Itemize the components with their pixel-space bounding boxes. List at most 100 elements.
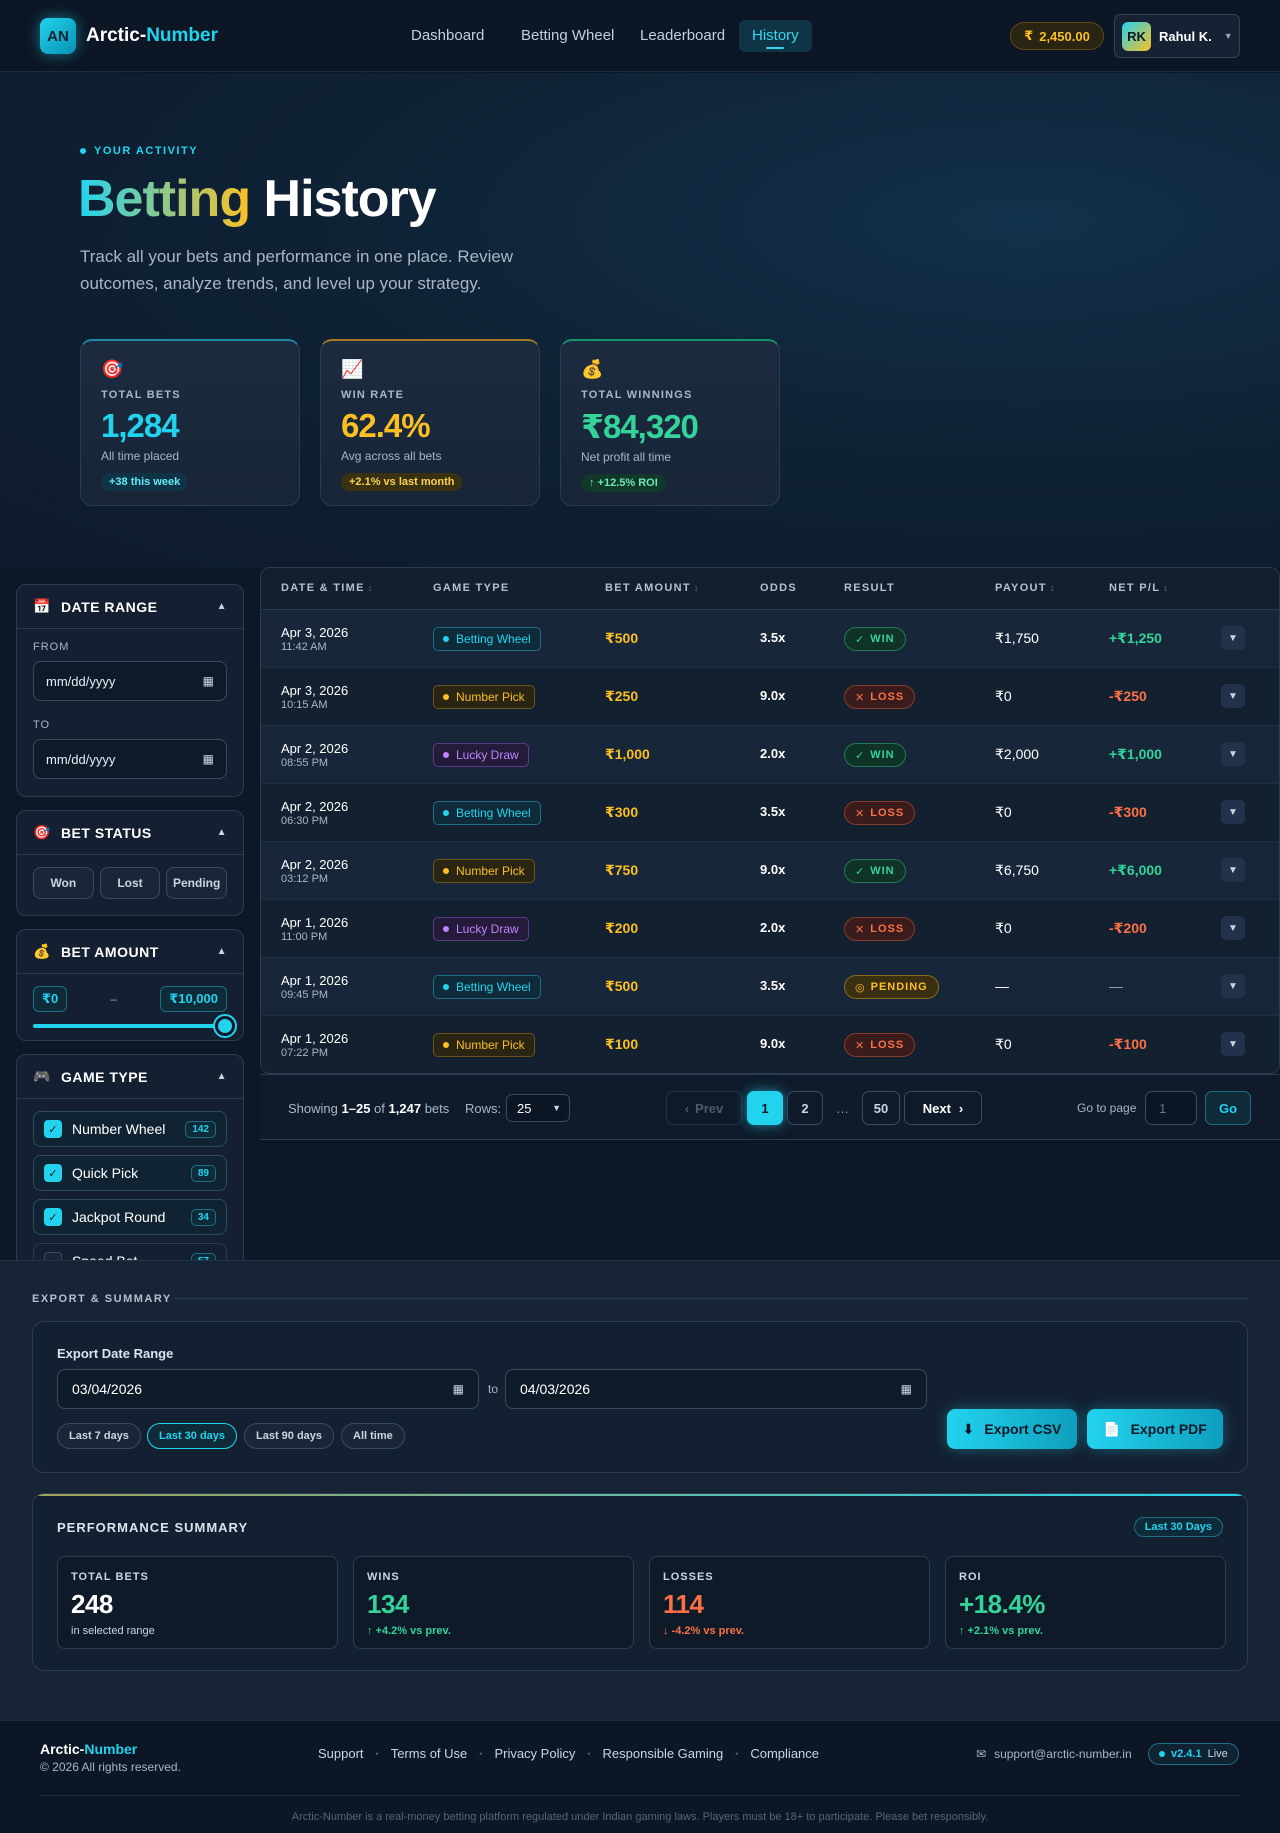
quick-range-all-time[interactable]: All time xyxy=(341,1423,405,1449)
chevron-down-icon[interactable]: ▼ xyxy=(1221,626,1245,650)
chevron-down-icon[interactable]: ▼ xyxy=(1221,684,1245,708)
status-lost-button[interactable]: Lost xyxy=(99,867,161,899)
page-button-2[interactable]: 2 xyxy=(787,1091,823,1125)
go-button[interactable]: Go xyxy=(1205,1091,1251,1125)
calendar-icon: 📅 xyxy=(33,598,51,614)
game-type-option[interactable]: ✓ Quick Pick 89 xyxy=(33,1155,227,1191)
chevron-down-icon[interactable]: ▼ xyxy=(1221,916,1245,940)
chevron-down-icon[interactable]: ▼ xyxy=(1221,1032,1245,1056)
filter-header[interactable]: 💰 BET AMOUNT ▲ xyxy=(17,930,243,974)
amount-max[interactable]: ₹10,000 xyxy=(160,986,227,1012)
footer-link-compliance[interactable]: Compliance xyxy=(750,1746,820,1761)
bet-amount: ₹1,000 xyxy=(605,746,650,762)
column-header-bet[interactable]: BET AMOUNT ↕ xyxy=(605,582,700,594)
filter-header[interactable]: 📅 DATE RANGE ▲ xyxy=(17,585,243,629)
table-row[interactable]: Apr 2, 2026 06:30 PM Betting Wheel ₹300 3.5x… xyxy=(261,784,1279,842)
sort-icon[interactable]: ↕ xyxy=(693,583,700,593)
game-type-text: Lucky Draw xyxy=(456,748,519,762)
footer-brand[interactable]: Arctic-Number xyxy=(40,1741,137,1757)
amount-slider[interactable] xyxy=(33,1016,235,1036)
export-from-date-input[interactable]: 03/04/2026 ▦ xyxy=(57,1369,479,1409)
payout-amount: ₹0 xyxy=(995,688,1012,704)
table-row[interactable]: Apr 2, 2026 08:55 PM Lucky Draw ₹1,000 2.0x ✓… xyxy=(261,726,1279,784)
chevron-up-icon[interactable]: ▲ xyxy=(216,827,227,838)
calendar-icon[interactable]: ▦ xyxy=(452,1382,464,1396)
from-date-input[interactable]: mm/dd/yyyy ▦ xyxy=(33,661,227,701)
rows-per-page-select[interactable]: 25 ▼ xyxy=(506,1094,570,1122)
game-type-label: Number Wheel xyxy=(72,1121,166,1137)
table-row[interactable]: Apr 1, 2026 09:45 PM Betting Wheel ₹500 3.5x… xyxy=(261,958,1279,1016)
sort-icon[interactable]: ↕ xyxy=(1049,583,1056,593)
game-type-badge: Number Pick xyxy=(433,1033,535,1057)
prev-page-button[interactable]: ‹ Prev xyxy=(666,1091,742,1125)
bet-odds: 3.5x xyxy=(760,978,786,993)
bet-amount: ₹300 xyxy=(605,804,639,820)
support-email[interactable]: ✉ support@arctic-number.in xyxy=(976,1747,1132,1761)
metric-subtitle: ↓ -4.2% vs prev. xyxy=(663,1625,745,1637)
version-status: Live xyxy=(1207,1748,1228,1760)
goto-page-input[interactable]: 1 xyxy=(1145,1091,1197,1125)
chevron-down-icon[interactable]: ▼ xyxy=(1221,858,1245,882)
next-page-button[interactable]: Next › xyxy=(904,1091,982,1125)
amount-min[interactable]: ₹0 xyxy=(33,986,68,1012)
table-row[interactable]: Apr 3, 2026 10:15 AM Number Pick ₹250 9.0x ✕ L… xyxy=(261,668,1279,726)
date-placeholder: mm/dd/yyyy xyxy=(46,673,116,689)
status-won-button[interactable]: Won xyxy=(33,867,94,899)
calendar-icon[interactable]: ▦ xyxy=(202,674,214,688)
checkbox-checked-icon[interactable]: ✓ xyxy=(44,1208,62,1226)
metric-value: 248 xyxy=(71,1589,113,1619)
export-to-date-input[interactable]: 04/03/2026 ▦ xyxy=(505,1369,927,1409)
footer-link-support[interactable]: Support xyxy=(318,1746,364,1761)
game-type-option[interactable]: ✓ Jackpot Round 34 xyxy=(33,1199,227,1235)
slider-handle[interactable] xyxy=(215,1016,235,1036)
user-menu[interactable]: RK Rahul K. ▼ xyxy=(1114,14,1240,58)
sort-icon[interactable]: ↕ xyxy=(367,583,374,593)
export-csv-button[interactable]: ⬇ Export CSV xyxy=(947,1409,1077,1449)
quick-range-30-days[interactable]: Last 30 days xyxy=(147,1423,238,1449)
chevron-down-icon[interactable]: ▼ xyxy=(1221,974,1245,998)
bet-time: 10:15 AM xyxy=(281,699,328,711)
filter-header[interactable]: 🎯 BET STATUS ▲ xyxy=(17,811,243,855)
hero-section: YOUR ACTIVITY Betting History Track all … xyxy=(0,73,1280,568)
status-pending-button[interactable]: Pending xyxy=(166,867,228,899)
column-header-net[interactable]: NET P/L ↕ xyxy=(1109,582,1169,594)
sort-icon[interactable]: ↕ xyxy=(1163,583,1170,593)
game-type-option[interactable]: ✓ Number Wheel 142 xyxy=(33,1111,227,1147)
nav-link-betting-wheel[interactable]: Betting Wheel xyxy=(521,27,615,44)
table-row[interactable]: Apr 2, 2026 03:12 PM Number Pick ₹750 9.0x ✓ W… xyxy=(261,842,1279,900)
export-pdf-button[interactable]: 📄 Export PDF xyxy=(1087,1409,1223,1449)
calendar-icon[interactable]: ▦ xyxy=(202,752,214,766)
metric-value: 134 xyxy=(367,1589,409,1619)
footer-link-terms[interactable]: Terms of Use xyxy=(390,1746,468,1761)
table-row[interactable]: Apr 1, 2026 11:00 PM Lucky Draw ₹200 2.0x ✕ LO… xyxy=(261,900,1279,958)
nav-link-leaderboard[interactable]: Leaderboard xyxy=(640,27,726,44)
nav-link-dashboard[interactable]: Dashboard xyxy=(411,27,485,44)
checkbox-checked-icon[interactable]: ✓ xyxy=(44,1120,62,1138)
footer-link-responsible-gaming[interactable]: Responsible Gaming xyxy=(602,1746,724,1761)
to-date-input[interactable]: mm/dd/yyyy ▦ xyxy=(33,739,227,779)
chevron-up-icon[interactable]: ▲ xyxy=(216,1071,227,1082)
chevron-down-icon[interactable]: ▼ xyxy=(1221,800,1245,824)
table-row[interactable]: Apr 1, 2026 07:22 PM Number Pick ₹100 9.0x ✕ L… xyxy=(261,1016,1279,1073)
column-header-date[interactable]: DATE & TIME ↕ xyxy=(281,582,374,594)
brand-name[interactable]: Arctic-Number xyxy=(86,25,218,47)
calendar-icon[interactable]: ▦ xyxy=(900,1382,912,1396)
page-button-50[interactable]: 50 xyxy=(862,1091,900,1125)
quick-range-90-days[interactable]: Last 90 days xyxy=(244,1423,335,1449)
chevron-down-icon[interactable]: ▼ xyxy=(1221,742,1245,766)
checkbox-checked-icon[interactable]: ✓ xyxy=(44,1164,62,1182)
chevron-up-icon[interactable]: ▲ xyxy=(216,601,227,612)
filter-header[interactable]: 🎮 GAME TYPE ▲ xyxy=(17,1055,243,1099)
logo-icon[interactable]: AN xyxy=(40,18,76,54)
export-to-word: to xyxy=(488,1382,499,1396)
page-button-1[interactable]: 1 xyxy=(747,1091,783,1125)
table-row[interactable]: Apr 3, 2026 11:42 AM Betting Wheel ₹500 3.5x… xyxy=(261,610,1279,668)
nav-link-history[interactable]: History xyxy=(739,20,812,52)
bet-time: 06:30 PM xyxy=(281,815,329,827)
chevron-up-icon[interactable]: ▲ xyxy=(216,946,227,957)
column-header-payout[interactable]: PAYOUT ↕ xyxy=(995,582,1056,594)
game-type-label: Quick Pick xyxy=(72,1165,139,1181)
quick-range-7-days[interactable]: Last 7 days xyxy=(57,1423,141,1449)
wallet-balance[interactable]: ₹2,450.00 xyxy=(1010,22,1104,50)
footer-link-privacy[interactable]: Privacy Policy xyxy=(494,1746,576,1761)
